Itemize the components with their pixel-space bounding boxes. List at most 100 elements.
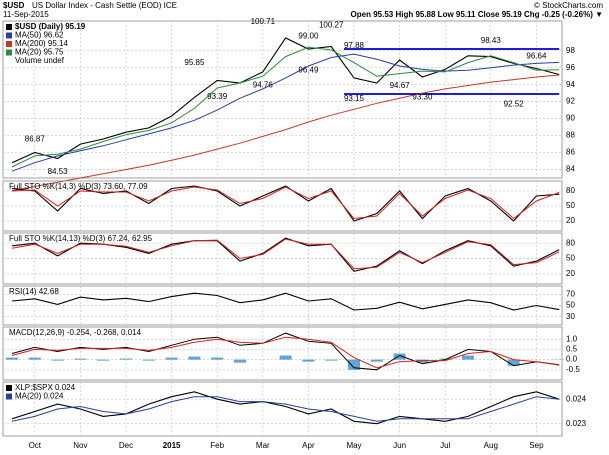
y-tick-label: 0.5 [566,345,578,354]
legend-note: Volume undef [15,56,65,65]
legend-label: MA(200) 95.14 [15,39,68,48]
legend-swatch [6,385,12,391]
y-tick-label: 30 [566,312,575,321]
series-line [11,46,560,168]
y-tick-label: 88 [566,131,575,140]
y-tick-label: 50 [566,254,575,263]
y-tick-label: 50 [566,201,575,210]
y-tick-label: 96 [566,63,575,72]
date: 11-Sep-2015 [3,10,49,19]
y-tick-label: 20 [566,216,575,225]
instrument-name: US Dollar Index - Cash Settle (EOD) ICE [32,1,177,10]
y-tick-label: 92 [566,97,575,106]
price-annotation: 95.85 [184,58,205,67]
histogram-bar [325,359,338,361]
x-tick-label: 2015 [163,441,181,450]
price-annotation: 86.87 [25,134,46,143]
x-tick-label: Oct [29,441,42,450]
price-annotation: 96.49 [298,66,319,75]
x-tick-label: Dec [119,441,133,450]
price-annotation: 93.30 [412,93,433,102]
price-annotation: 100.71 [251,17,276,26]
histogram-bar [211,357,224,360]
x-tick-label: May [346,441,361,450]
legend-label: XLP:$SPX 0.024 [15,383,76,392]
histogram-bar [74,358,87,360]
y-tick-label: 70 [566,289,575,298]
price-annotation: 94.67 [390,81,411,90]
y-tick-label: 94 [566,80,575,89]
y-tick-label: 50 [566,301,575,310]
histogram-bar [393,353,406,360]
legend-swatch [6,41,12,47]
histogram-bar [279,355,292,360]
symbol: $USD [3,1,25,10]
price-annotation: 100.27 [319,21,344,30]
panel-frame [2,326,563,381]
series-line [11,292,560,311]
histogram-bar [348,359,360,370]
legend-label: $USD (Daily) 95.19 [15,22,86,31]
histogram-bar [51,359,64,361]
y-tick-label: 90 [566,114,575,123]
series-line [11,185,560,222]
y-tick-label: 80 [566,238,575,247]
x-tick-label: Jun [393,441,406,450]
credit: © StockCharts.com [534,1,603,10]
histogram-bar [142,359,155,361]
x-tick-label: Jul [440,441,450,450]
histogram-bar [165,357,178,360]
series-line [11,37,560,164]
y-tick-label: -0.5 [566,365,580,374]
panel-title: MACD(12,26,9) -0.254, -0.268, 0.014 [9,328,142,337]
y-tick-label: 1.0 [566,334,578,343]
price-annotation: 84.53 [48,167,69,176]
panel-frame [2,381,563,437]
price-annotation: 98.43 [481,36,502,45]
y-tick-label: 20 [566,269,575,278]
quote: Open 95.53 High 95.88 Low 95.11 Close 95… [351,10,603,19]
legend-swatch [6,49,12,56]
legend-label: MA(50) 96.62 [15,31,64,40]
x-tick-label: Nov [73,441,87,450]
y-tick-label: 0.024 [566,394,587,403]
series-line [11,332,560,371]
panel-title: Full STO %K(14,13) %D(3) 67.24, 62.95 [9,234,153,243]
y-tick-label: 84 [566,165,575,174]
series-line [11,396,560,422]
price-annotation: 99.00 [298,31,319,40]
panel-frame [2,20,563,179]
series-line [11,336,560,369]
histogram-bar [370,359,383,362]
legend-swatch [6,32,12,39]
series-line [11,74,560,192]
series-line [11,238,560,270]
histogram-bar [507,359,520,366]
price-annotation: 93.15 [344,94,365,103]
x-tick-label: Mar [256,441,270,450]
x-tick-label: Feb [210,441,224,450]
histogram-bar [188,356,201,360]
histogram-bar [416,359,429,363]
y-tick-label: 0.0 [566,355,578,364]
legend-swatch [6,393,12,400]
y-tick-label: 80 [566,186,575,195]
price-annotation: 92.52 [504,99,525,108]
histogram-bar [28,357,41,360]
price-annotation: 97.88 [344,41,365,50]
panel-title: Full STO %K(14,3) %D(3) 73.60, 77.09 [9,182,148,191]
price-annotation: 96.64 [526,51,547,60]
panel-title: RSI(14) 42.68 [9,287,59,296]
series-line [11,53,560,172]
x-tick-label: Sep [529,441,544,450]
y-tick-label: 86 [566,148,575,157]
y-tick-label: 98 [566,46,575,55]
legend-label: MA(20) 0.024 [15,392,64,401]
legend-label: MA(20) 95.75 [15,48,64,57]
histogram-bar [462,355,474,360]
legend-swatch [6,24,12,30]
histogram-bar [6,357,18,360]
histogram-bar [302,359,315,362]
histogram-bar [234,359,246,363]
